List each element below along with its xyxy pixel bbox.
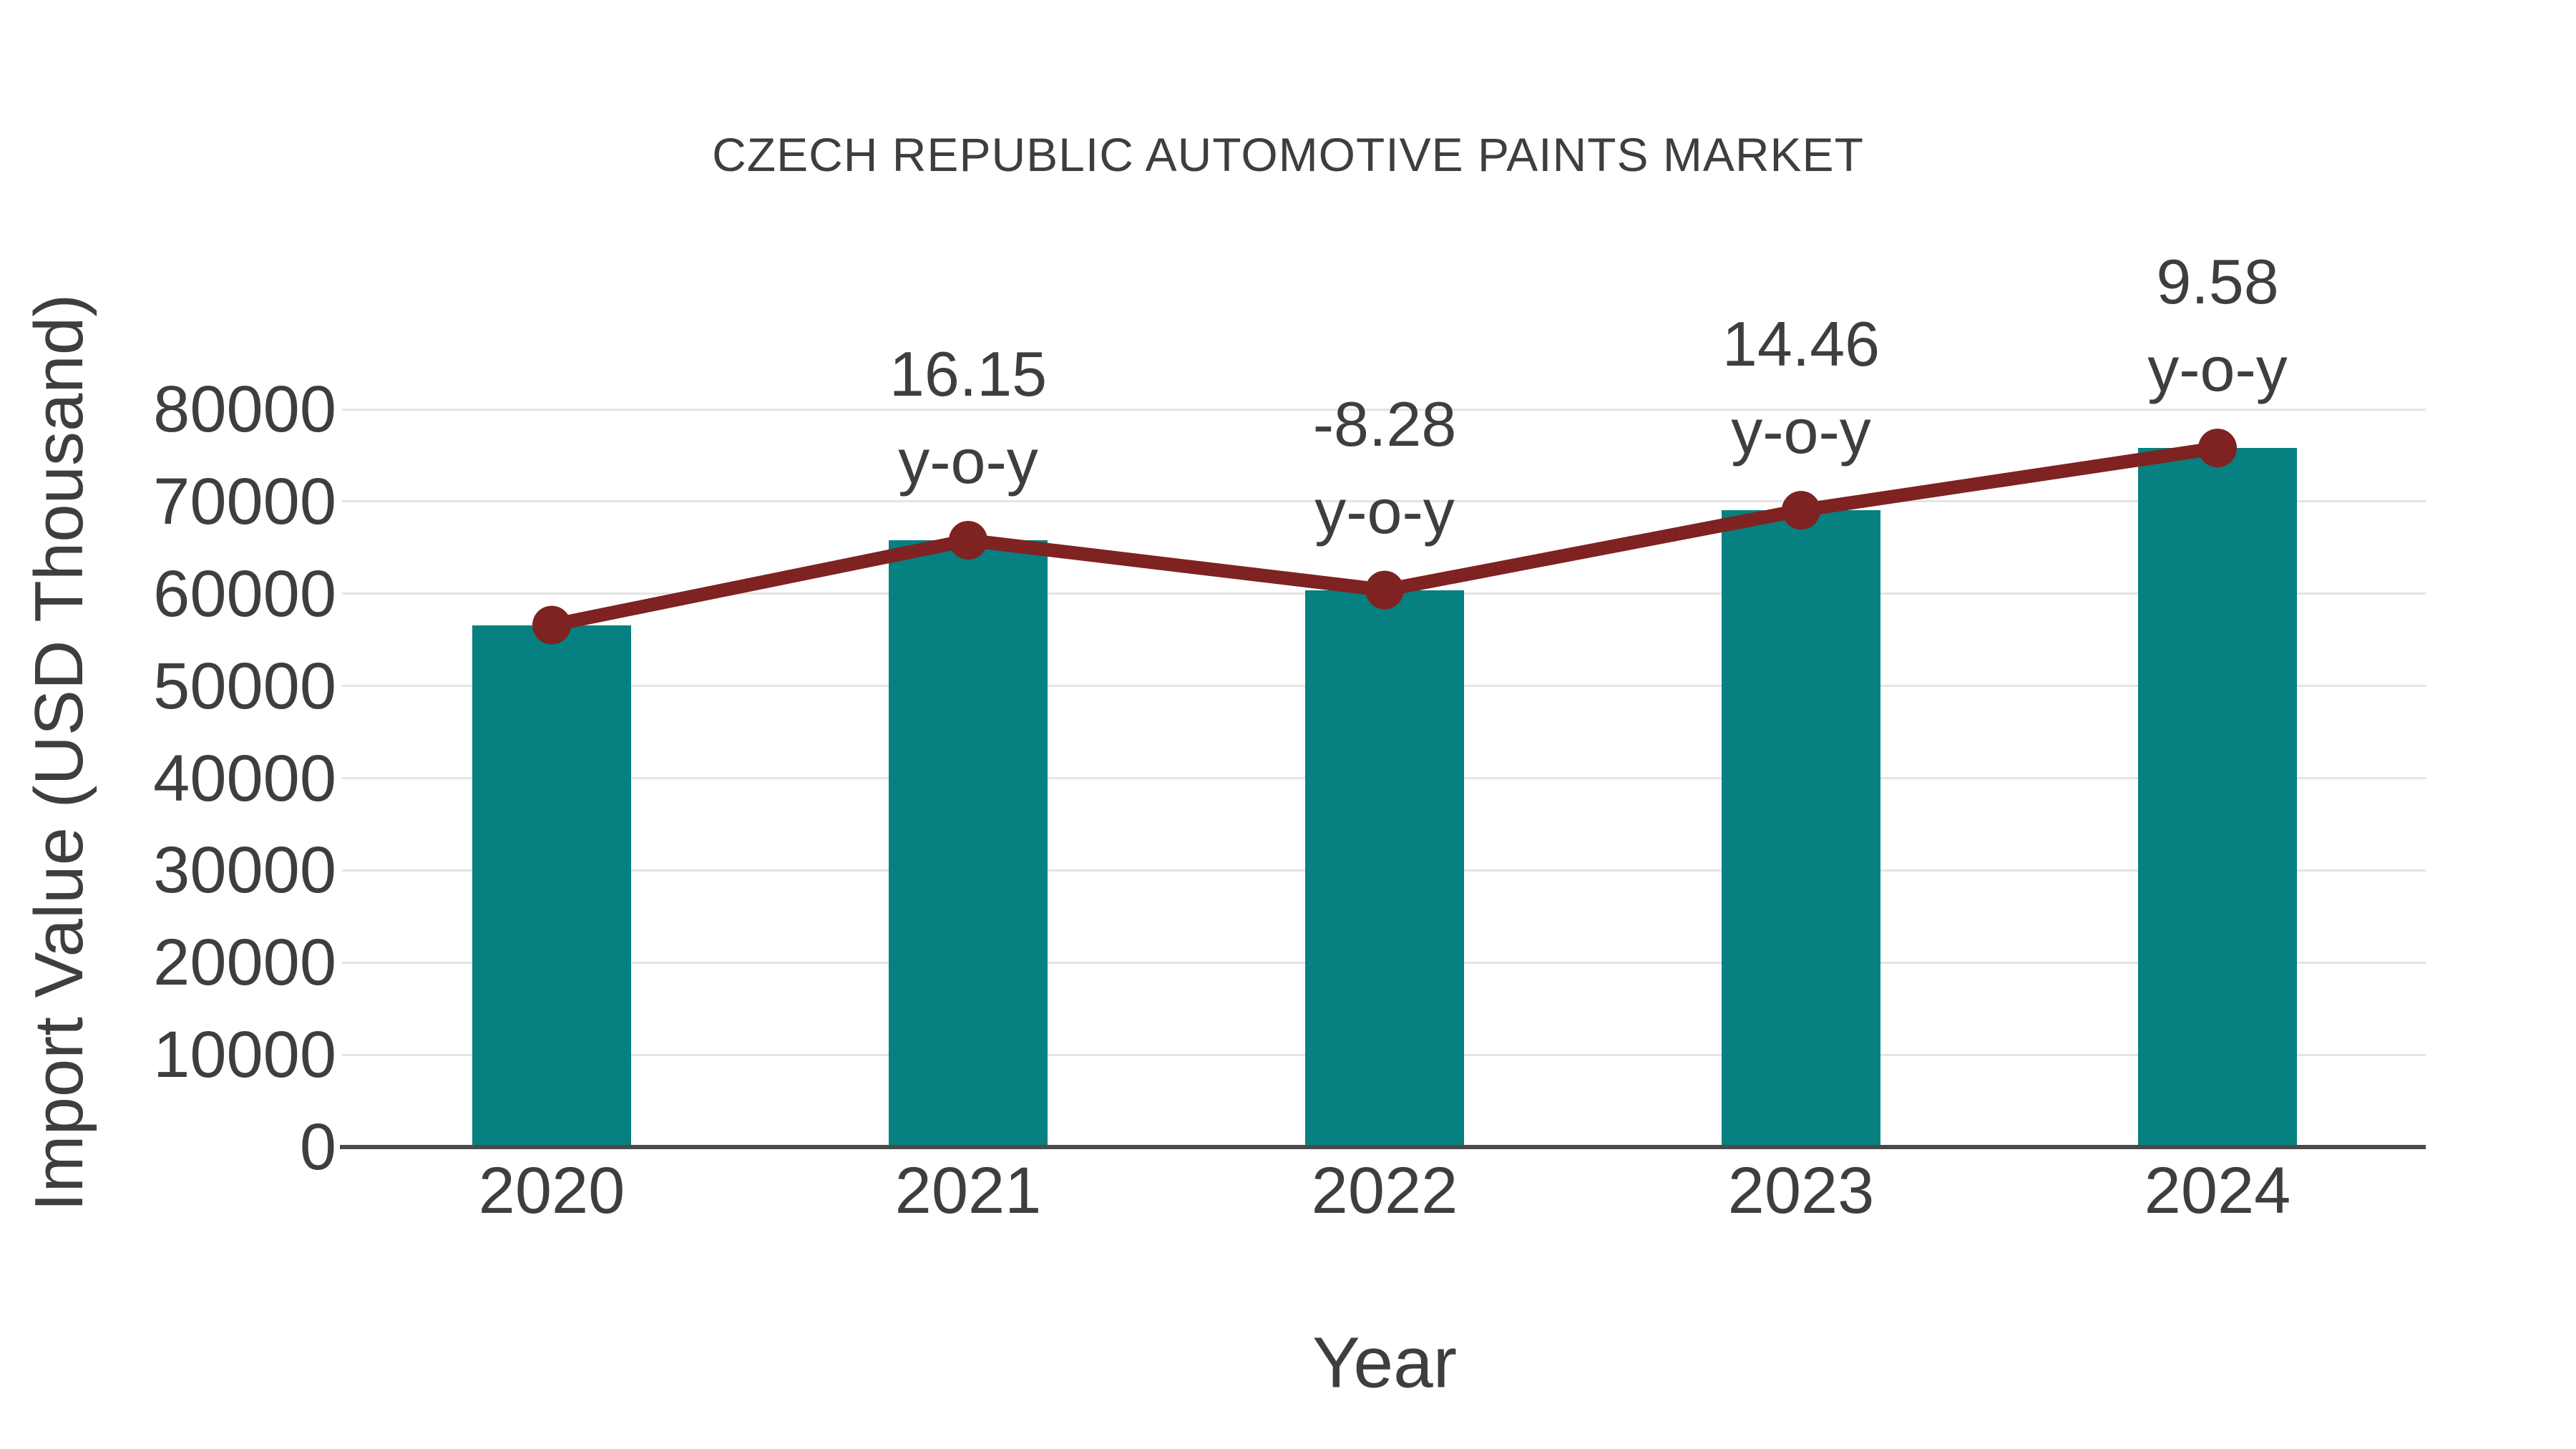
chart-title: CZECH REPUBLIC AUTOMOTIVE PAINTS MARKET <box>712 128 1864 181</box>
data-point-marker-2023 <box>1782 491 1820 530</box>
gridline-80000 <box>342 408 2426 411</box>
yoy-suffix: y-o-y <box>2147 333 2288 405</box>
y-tick-label-70000: 70000 <box>153 464 336 538</box>
x-tick-label-2024: 2024 <box>2144 1154 2291 1227</box>
yoy-value: 14.46 <box>1722 308 1880 380</box>
yoy-value: 9.58 <box>2156 246 2279 318</box>
bar-2022 <box>1305 590 1464 1147</box>
yoy-suffix: y-o-y <box>1731 396 1871 467</box>
bar-2020 <box>472 625 631 1147</box>
x-tick-label-2020: 2020 <box>478 1154 625 1227</box>
data-point-marker-2021 <box>949 521 987 560</box>
yoy-annotation-2024: 9.58 y-o-y <box>2039 238 2396 413</box>
bar-2021 <box>889 540 1048 1147</box>
yoy-annotation-2022: -8.28 y-o-y <box>1206 381 1563 555</box>
data-point-marker-2022 <box>1365 570 1404 610</box>
bar-2023 <box>1722 510 1880 1147</box>
y-tick-label-0: 0 <box>299 1111 336 1184</box>
y-tick-label-40000: 40000 <box>153 741 336 815</box>
y-tick-label-80000: 80000 <box>153 373 336 446</box>
yoy-suffix: y-o-y <box>898 426 1038 497</box>
yoy-annotation-2023: 14.46 y-o-y <box>1622 301 1980 475</box>
y-tick-label-10000: 10000 <box>153 1018 336 1092</box>
gridline-70000 <box>342 500 2426 503</box>
bar-2024 <box>2138 448 2297 1147</box>
yoy-value: 16.15 <box>889 338 1048 409</box>
x-tick-label-2022: 2022 <box>1311 1154 1458 1227</box>
yoy-suffix: y-o-y <box>1314 475 1455 547</box>
x-axis-title: Year <box>1312 1322 1458 1403</box>
y-tick-label-20000: 20000 <box>153 926 336 1000</box>
y-tick-label-50000: 50000 <box>153 649 336 723</box>
yoy-annotation-2021: 16.15 y-o-y <box>789 331 1147 505</box>
y-tick-label-60000: 60000 <box>153 557 336 630</box>
x-axis-line <box>340 1145 2426 1149</box>
x-tick-label-2021: 2021 <box>894 1154 1042 1227</box>
data-point-marker-2020 <box>532 605 571 645</box>
y-tick-label-30000: 30000 <box>153 834 336 907</box>
yoy-value: -8.28 <box>1312 388 1457 459</box>
data-point-marker-2024 <box>2198 429 2237 468</box>
x-tick-label-2023: 2023 <box>1727 1154 1875 1227</box>
